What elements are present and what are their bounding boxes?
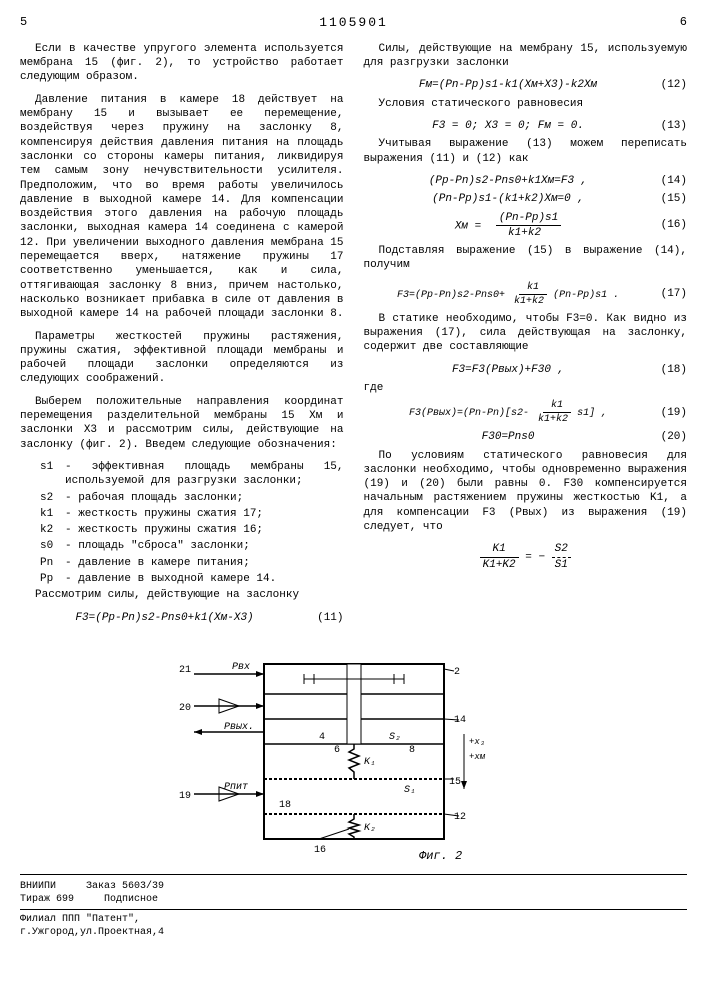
col2-p7: По условиям статического равновесия для … xyxy=(364,449,688,535)
equation-18: F3=F3(Pвых)+F30 ,(18) xyxy=(364,363,688,377)
footer-line-2: Тираж 699 Подписное xyxy=(20,893,687,906)
col2-p6: где xyxy=(364,381,688,395)
def-k1: k1- жесткость пружины сжатия 17; xyxy=(40,507,344,521)
equation-21: K1K1+K2 = − S2S1 xyxy=(364,542,688,572)
def-k2: k2- жесткость пружины сжатия 16; xyxy=(40,523,344,537)
equation-17: F3=(Pp-Pn)s2-Pns0+ k1k1+k2 (Pn-Pp)s1 . (… xyxy=(364,281,688,308)
label-21: 21 xyxy=(179,665,191,676)
col1-p3: Параметры жесткостей пружины растяжения,… xyxy=(20,330,344,387)
footer-line-1: ВНИИПИ Заказ 5603/39 xyxy=(20,880,687,893)
label-k1: K₁ xyxy=(364,757,376,768)
col1-p1: Если в качестве упругого элемента исполь… xyxy=(20,42,344,85)
footer-address: Филиал ППП "Патент", г.Ужгород,ул.Проект… xyxy=(20,909,687,939)
equation-16: Xм = (Pn-Pp)s1k1+k2 (16) xyxy=(364,211,688,241)
col2-p4: Подставляя выражение (15) в выражение (1… xyxy=(364,244,688,273)
def-pp: Pp- давление в выходной камере 14. xyxy=(40,572,344,586)
equation-19: F3(Pвых)=(Pn-Pn)[s2- k1k1+k2 s1] , (19) xyxy=(364,399,688,426)
label-12: 12 xyxy=(454,812,466,823)
label-x3: +x₃ xyxy=(469,737,485,747)
label-ppit: Pпит xyxy=(224,782,248,793)
label-s1: S₁ xyxy=(404,785,416,796)
col2-p1: Силы, действующие на мембрану 15, исполь… xyxy=(364,42,688,71)
diagram-section: 21 20 19 Pвх Pвых. Pпит 2 14 12 18 16 S₂… xyxy=(20,644,687,864)
def-pn: Pn- давление в камере питания; xyxy=(40,556,344,570)
figure-2-diagram: 21 20 19 Pвх Pвых. Pпит 2 14 12 18 16 S₂… xyxy=(164,644,544,864)
label-8: 8 xyxy=(409,745,415,756)
col2-p2: Условия статического равновесия xyxy=(364,97,688,111)
equation-20: F30=Pns0(20) xyxy=(364,430,688,444)
text-columns: Если в качестве упругого элемента исполь… xyxy=(20,42,687,629)
col1-p5: Рассмотрим силы, действующие на заслонку xyxy=(20,588,344,602)
figure-label: Фиг. 2 xyxy=(419,849,462,863)
label-xm: +xм xyxy=(469,752,486,762)
equation-14: (Pp-Pn)s2-Pns0+k1Xм=F3 ,(14) xyxy=(364,174,688,188)
label-s2: S₂ xyxy=(389,732,401,743)
def-s1: s1- эффективная площадь мембраны 15, исп… xyxy=(40,460,344,489)
col2-p5: В статике необходимо, чтобы F3=0. Как ви… xyxy=(364,312,688,355)
label-14: 14 xyxy=(454,715,466,726)
col1-p4: Выберем положительные направления коорди… xyxy=(20,395,344,452)
def-s2: s2- рабочая площадь заслонки; xyxy=(40,491,344,505)
doc-number: 1105901 xyxy=(319,15,388,32)
page-header: 5 1105901 6 xyxy=(20,15,687,32)
page-right: 6 xyxy=(680,15,687,32)
page-left: 5 xyxy=(20,15,27,32)
label-4: 4 xyxy=(319,732,325,743)
equation-11: F3=(Pp-Pn)s2-Pns0+k1(Xм-X3) (11) xyxy=(20,611,344,625)
col1-p2: Давление питания в камере 18 действует н… xyxy=(20,93,344,322)
def-s0: s0- площадь "сброса" заслонки; xyxy=(40,539,344,553)
equation-13: F3 = 0; X3 = 0; Fм = 0.(13) xyxy=(364,119,688,133)
label-18: 18 xyxy=(279,800,291,811)
equation-15: (Pn-Pp)s1-(k1+k2)Xм=0 ,(15) xyxy=(364,192,688,206)
label-pvx: Pвх xyxy=(232,662,250,673)
left-column: Если в качестве упругого элемента исполь… xyxy=(20,42,344,629)
label-16: 16 xyxy=(314,845,326,856)
label-19: 19 xyxy=(179,791,191,802)
equation-12: Fм=(Pn-Pp)s1-k1(Xм+X3)-k2Xм(12) xyxy=(364,78,688,92)
label-k2: K₂ xyxy=(364,823,376,834)
col2-p3: Учитывая выражение (13) можем переписать… xyxy=(364,137,688,166)
label-6: 6 xyxy=(334,745,340,756)
label-pvyx: Pвых. xyxy=(224,722,254,733)
page-footer: ВНИИПИ Заказ 5603/39 Тираж 699 Подписное… xyxy=(20,874,687,939)
right-column: Силы, действующие на мембрану 15, исполь… xyxy=(364,42,688,629)
label-2: 2 xyxy=(454,667,460,678)
definitions-list: s1- эффективная площадь мембраны 15, исп… xyxy=(40,460,344,586)
label-20: 20 xyxy=(179,703,191,714)
